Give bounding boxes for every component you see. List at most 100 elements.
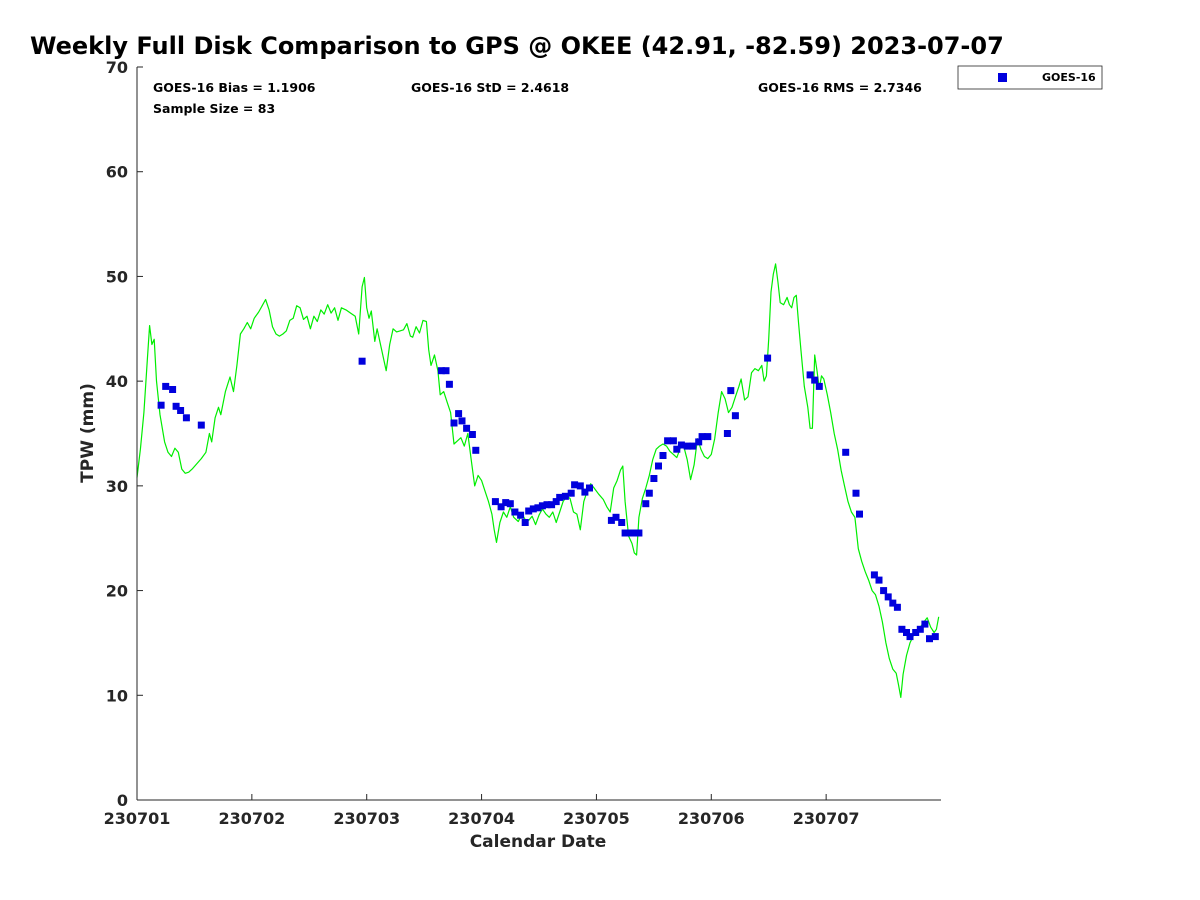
goes16-data-point xyxy=(898,625,906,633)
rms-stat: GOES-16 RMS = 2.7346 xyxy=(758,80,922,95)
goes16-data-point xyxy=(576,482,584,490)
goes16-data-point xyxy=(586,484,593,492)
goes16-data-point xyxy=(842,448,850,456)
goes16-data-point xyxy=(916,625,924,633)
x-tick-label: 230706 xyxy=(678,809,745,828)
goes16-data-point xyxy=(561,492,569,500)
goes16-data-point xyxy=(445,380,453,388)
plot-area: 0 10 20 30 40 50 60 70 230701 230702 230703 230704 2… xyxy=(104,58,941,828)
goes16-data-point xyxy=(921,620,929,628)
goes16-data-point xyxy=(169,386,177,393)
goes16-data-point xyxy=(856,510,863,518)
goes16-data-point xyxy=(543,501,551,509)
goes16-data-point xyxy=(723,430,731,437)
goes16-data-point xyxy=(607,516,615,524)
goes16-data-point xyxy=(630,529,638,537)
goes16-data-point xyxy=(764,354,772,362)
x-tick-label: 230705 xyxy=(563,809,630,828)
goes16-data-point xyxy=(698,433,706,441)
goes16-data-point xyxy=(683,442,691,450)
x-axis-label: Calendar Date xyxy=(470,832,607,852)
goes16-data-point xyxy=(529,505,537,513)
goes16-data-point xyxy=(197,421,205,429)
bias-stat: GOES-16 Bias = 1.1906 xyxy=(153,80,316,95)
goes16-data-point xyxy=(695,438,703,446)
goes16-data-point xyxy=(437,367,445,375)
series-layer xyxy=(136,263,940,698)
goes16-data-point xyxy=(689,442,697,450)
goes16-data-point xyxy=(912,629,920,636)
y-tick-label: 60 xyxy=(106,163,128,182)
goes16-data-point xyxy=(880,587,888,595)
goes16-data-point xyxy=(645,489,653,497)
goes16-data-point xyxy=(889,599,897,607)
y-tick-label: 0 xyxy=(117,791,128,810)
goes16-data-point xyxy=(162,382,170,390)
goes16-data-point xyxy=(538,502,546,510)
goes16-data-point xyxy=(358,357,366,365)
goes16-data-point xyxy=(442,367,450,375)
ticks-layer: 0 10 20 30 40 50 60 70 230701 230702 230703 230704 2… xyxy=(104,58,860,828)
goes16-data-point xyxy=(581,488,589,496)
goes16-data-point xyxy=(521,519,529,526)
goes16-data-point xyxy=(642,500,650,508)
goes16-data-point xyxy=(517,511,525,519)
x-tick-label: 230702 xyxy=(218,809,285,828)
legend-box xyxy=(957,65,1103,90)
sample-size-stat: Sample Size = 83 xyxy=(153,101,275,116)
goes16-data-point xyxy=(906,633,914,641)
std-stat: GOES-16 StD = 2.4618 xyxy=(411,80,569,95)
goes16-data-point xyxy=(931,633,939,641)
y-tick-label: 10 xyxy=(106,686,128,705)
x-tick-label: 230707 xyxy=(793,809,860,828)
goes16-data-point xyxy=(852,489,860,497)
goes16-data-point xyxy=(450,419,458,427)
goes16-data-point xyxy=(731,412,739,420)
goes16-data-point xyxy=(621,529,629,537)
legend-marker-goes16 xyxy=(998,73,1007,82)
goes16-data-point xyxy=(455,410,463,418)
goes16-data-point xyxy=(655,462,662,470)
goes16-data-point xyxy=(650,475,658,482)
goes16-data-point xyxy=(556,493,564,501)
goes16-data-point xyxy=(491,498,499,506)
goes16-data-point xyxy=(506,500,514,508)
goes16-data-point xyxy=(704,433,712,441)
goes16-data-point xyxy=(806,371,814,379)
goes16-data-point xyxy=(172,402,180,410)
y-tick-label: 30 xyxy=(106,477,128,496)
goes16-data-point xyxy=(571,481,579,489)
goes16-data-point xyxy=(502,499,510,507)
goes16-data-point xyxy=(635,529,643,537)
goes16-data-point xyxy=(468,431,476,438)
goes16-data-point xyxy=(884,593,892,601)
y-tick-label: 20 xyxy=(106,582,128,601)
goes16-data-point xyxy=(177,407,185,414)
legend-label-goes16: GOES-16 xyxy=(1042,71,1096,84)
goes16-data-point xyxy=(875,576,883,584)
goes16-data-point xyxy=(458,417,466,425)
goes16-data-point xyxy=(497,503,505,511)
plot-frame xyxy=(137,67,941,800)
goes16-data-point xyxy=(626,529,634,537)
chart-title: Weekly Full Disk Comparison to GPS @ OKE… xyxy=(30,32,1004,60)
goes16-data-point xyxy=(815,382,823,390)
goes16-data-point xyxy=(463,424,471,432)
goes16-data-point xyxy=(903,629,910,636)
goes16-data-point xyxy=(567,489,575,497)
goes16-data-point xyxy=(664,437,672,445)
x-tick-label: 230704 xyxy=(448,809,515,828)
goes16-data-point xyxy=(182,414,190,422)
y-tick-label: 40 xyxy=(106,372,128,391)
x-tick-label: 230701 xyxy=(104,809,171,828)
goes16-data-point xyxy=(811,376,819,384)
goes16-data-point xyxy=(727,387,735,395)
goes16-data-point xyxy=(893,603,901,611)
x-tick-label: 230703 xyxy=(333,809,400,828)
y-tick-label: 70 xyxy=(106,58,128,77)
goes16-data-point xyxy=(511,508,519,516)
goes16-data-point xyxy=(157,401,165,409)
goes16-data-point xyxy=(472,446,480,454)
goes16-data-point xyxy=(548,501,556,509)
